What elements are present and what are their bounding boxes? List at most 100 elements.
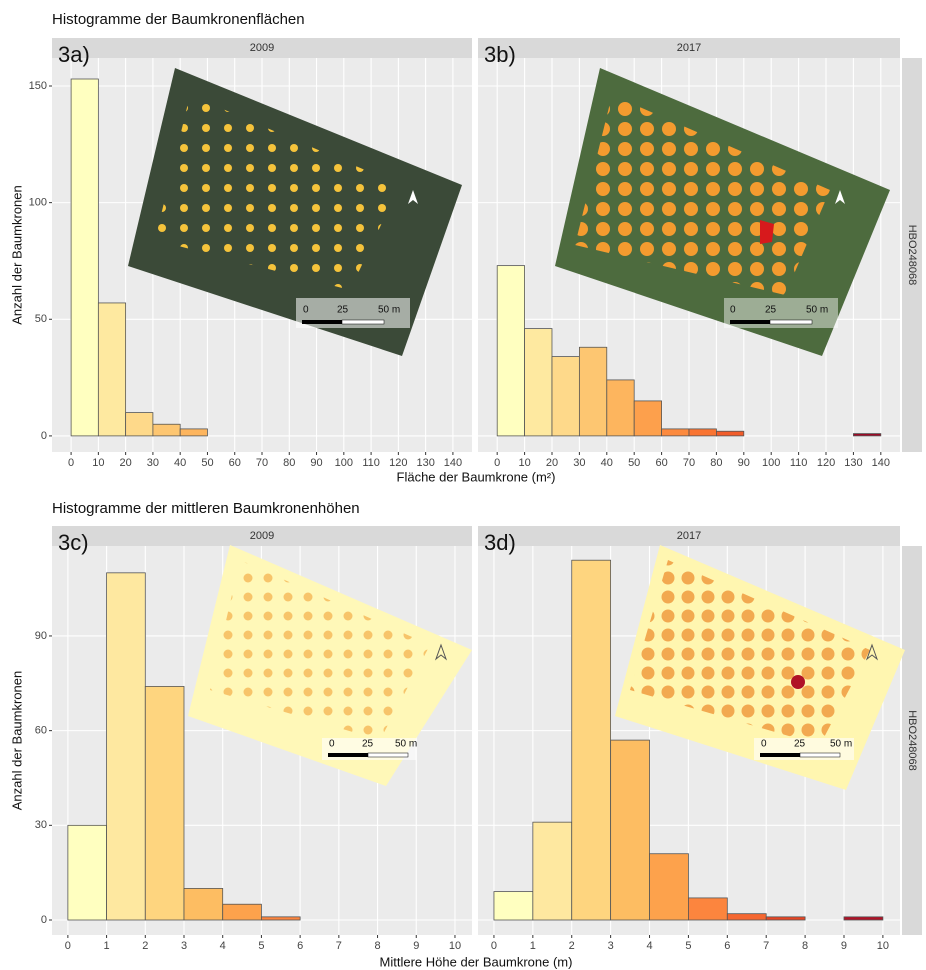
scale-label: 25 [362, 739, 374, 750]
x-axis-title: Mittlere Höhe der Baumkrone (m) [380, 954, 573, 969]
x-tick-label: 0 [494, 457, 500, 469]
section-title: Histogramme der Baumkronenflächen [52, 11, 305, 28]
bar [634, 401, 661, 436]
x-tick-label: 2 [142, 940, 148, 952]
bar [107, 573, 146, 920]
x-tick-label: 110 [790, 457, 808, 469]
x-tick-label: 100 [762, 457, 780, 469]
bar [688, 898, 727, 920]
bar [180, 429, 207, 436]
panel-label: 3d) [484, 530, 516, 555]
panel-label: 3a) [58, 42, 90, 67]
y-tick-label: 50 [35, 313, 47, 325]
bar [611, 740, 650, 920]
x-tick-label: 7 [336, 940, 342, 952]
bar [71, 79, 98, 436]
bar [853, 434, 880, 436]
scale-bar [328, 753, 368, 757]
y-tick-label: 90 [35, 630, 47, 642]
y-tick-label: 0 [41, 914, 47, 926]
section-title: Histogramme der mittleren Baumkronenhöhe… [52, 500, 360, 517]
scale-bar [342, 320, 384, 324]
map-highlight [791, 675, 805, 689]
y-tick-label: 0 [41, 430, 47, 442]
bar [525, 329, 552, 436]
y-tick-label: 100 [29, 197, 47, 209]
map-highlight [760, 220, 774, 244]
facet-label: HBO248068 [906, 710, 918, 771]
bar [579, 347, 606, 436]
scale-bar [730, 320, 770, 324]
x-tick-label: 140 [872, 457, 890, 469]
x-tick-label: 8 [802, 940, 808, 952]
x-tick-label: 1 [530, 940, 536, 952]
bar [662, 429, 689, 436]
x-tick-label: 20 [120, 457, 132, 469]
bar [716, 431, 743, 436]
x-tick-label: 10 [92, 457, 104, 469]
x-tick-label: 5 [258, 940, 264, 952]
strip-label: 2009 [250, 530, 274, 542]
bar [145, 686, 184, 920]
x-tick-label: 1 [104, 940, 110, 952]
bar [494, 892, 533, 920]
x-tick-label: 0 [65, 940, 71, 952]
y-axis-title: Anzahl der Baumkronen [9, 185, 24, 324]
x-tick-label: 4 [646, 940, 652, 952]
x-tick-label: 140 [444, 457, 462, 469]
scale-label: 50 m [395, 739, 417, 750]
x-tick-label: 120 [389, 457, 407, 469]
scale-bar [800, 753, 840, 757]
scale-label: 0 [730, 305, 736, 316]
x-tick-label: 60 [655, 457, 667, 469]
bar [68, 825, 107, 920]
x-tick-label: 100 [335, 457, 353, 469]
scale-bar [302, 320, 342, 324]
panel-label: 3b) [484, 42, 516, 67]
x-tick-label: 130 [416, 457, 434, 469]
y-tick-label: 150 [29, 80, 47, 92]
y-tick-label: 60 [35, 725, 47, 737]
x-tick-label: 50 [201, 457, 213, 469]
x-tick-label: 0 [491, 940, 497, 952]
x-tick-label: 7 [763, 940, 769, 952]
scale-bar [368, 753, 408, 757]
scale-label: 0 [761, 739, 767, 750]
x-tick-label: 50 [628, 457, 640, 469]
panel-label: 3c) [58, 530, 89, 555]
x-tick-label: 3 [181, 940, 187, 952]
x-tick-label: 3 [608, 940, 614, 952]
x-tick-label: 70 [683, 457, 695, 469]
scale-label: 50 m [806, 305, 828, 316]
x-tick-label: 0 [68, 457, 74, 469]
x-tick-label: 20 [546, 457, 558, 469]
x-tick-label: 9 [413, 940, 419, 952]
x-tick-label: 60 [229, 457, 241, 469]
bar [572, 560, 611, 920]
x-tick-label: 90 [738, 457, 750, 469]
bar [552, 357, 579, 436]
scale-label: 25 [794, 739, 806, 750]
scale-label: 25 [337, 305, 349, 316]
x-tick-label: 70 [256, 457, 268, 469]
scale-bar [770, 320, 812, 324]
x-tick-label: 40 [174, 457, 186, 469]
strip-label: 2017 [677, 530, 701, 542]
x-tick-label: 130 [844, 457, 862, 469]
x-tick-label: 10 [518, 457, 530, 469]
facet-label: HBO248068 [906, 225, 918, 286]
x-tick-label: 9 [841, 940, 847, 952]
scale-label: 25 [765, 305, 777, 316]
strip-label: 2017 [677, 42, 701, 54]
x-tick-label: 30 [573, 457, 585, 469]
bar [126, 413, 153, 436]
strip-label: 2009 [250, 42, 274, 54]
x-tick-label: 30 [147, 457, 159, 469]
x-tick-label: 4 [220, 940, 226, 952]
bar [727, 914, 766, 920]
x-tick-label: 10 [877, 940, 889, 952]
y-axis-title: Anzahl der Baumkronen [9, 671, 24, 810]
bar [533, 822, 572, 920]
x-tick-label: 90 [310, 457, 322, 469]
scale-label: 50 m [378, 305, 400, 316]
